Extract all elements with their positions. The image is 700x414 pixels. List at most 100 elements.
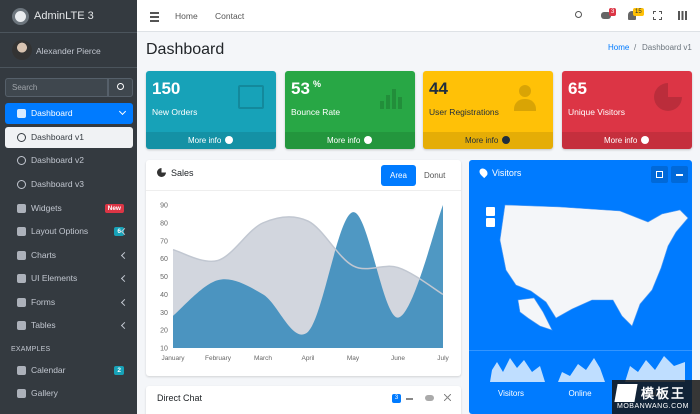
zoom-out[interactable] (486, 218, 495, 227)
small-box-label: New Orders (152, 107, 198, 117)
card-divider (146, 190, 461, 191)
small-box-footer[interactable]: More info (562, 132, 692, 149)
small-box-value: 150 (152, 79, 181, 98)
icon-bag (238, 85, 264, 109)
small-box-value: 53 (291, 79, 310, 98)
fullscreen-icon[interactable] (653, 11, 662, 20)
chat-card (146, 386, 461, 414)
nav-label: Charts (31, 250, 57, 260)
sales-title: Sales (171, 168, 194, 178)
messages-badge: 3 (609, 8, 617, 16)
zoom-in[interactable] (486, 207, 495, 216)
nav-icon (17, 156, 26, 165)
search-icon[interactable] (575, 11, 582, 18)
breadcrumb-current: Dashboard v1 (642, 43, 692, 52)
nav-badge: 2 (114, 366, 124, 375)
control-sidebar-icon[interactable] (678, 11, 687, 20)
small-box-value: 65 (568, 79, 587, 98)
visitors-title: Visitors (492, 168, 522, 178)
nav-icon (17, 133, 26, 142)
small-box-footer-text: More info (327, 136, 361, 145)
small-box-footer[interactable]: More info (285, 132, 415, 149)
watermark-title: 模板王 (641, 386, 687, 401)
chat-badge: 3 (392, 394, 401, 403)
small-box-footer-text: More info (465, 136, 499, 145)
small-box-footer-text: More info (188, 136, 222, 145)
hamburger-line (150, 16, 159, 18)
search-input[interactable] (5, 78, 108, 97)
divider (0, 32, 137, 33)
nav-icon (17, 274, 26, 283)
comments-icon[interactable] (425, 395, 434, 401)
calendar-button[interactable] (651, 166, 668, 183)
messages-icon[interactable] (601, 12, 611, 19)
nav-label: Layout Options (31, 226, 89, 236)
nav-label: Dashboard (31, 108, 73, 118)
pie-icon (157, 168, 166, 177)
visitors-card (469, 160, 692, 414)
nav-label: Gallery (31, 388, 58, 398)
calendar-icon (656, 171, 663, 178)
arrow-circle-icon (502, 136, 510, 144)
icon-pie (654, 83, 682, 111)
user-name[interactable]: Alexander Pierce (36, 46, 101, 56)
close-icon[interactable] (444, 394, 451, 401)
minus-icon[interactable] (406, 398, 413, 400)
small-box-value: 44 (429, 79, 448, 98)
breadcrumb-link[interactable]: Home (608, 43, 630, 52)
small-box: 44 User Registrations More info (423, 71, 553, 149)
sales-card (146, 160, 461, 376)
small-box: 53% Bounce Rate More info (285, 71, 415, 149)
hamburger-line (150, 20, 159, 22)
brand-text[interactable]: AdminLTE 3 (34, 10, 94, 22)
user-avatar (12, 40, 32, 60)
breadcrumb-separator: / (634, 43, 637, 52)
small-box-unit: % (313, 79, 322, 89)
small-box-footer-text: More info (604, 136, 638, 145)
sparkline-label: Visitors (497, 389, 525, 398)
nav-icon (17, 251, 26, 260)
search-button[interactable] (108, 78, 133, 97)
icon-bar (392, 89, 396, 109)
spark-divider (469, 350, 692, 351)
small-box-footer[interactable]: More info (146, 132, 276, 149)
search-placeholder: Search (12, 83, 38, 92)
brand-logo (12, 8, 29, 25)
tab-label[interactable]: Donut (424, 171, 446, 180)
watermark-url: MOBANWANG.COM (617, 403, 689, 410)
nav-link[interactable]: Home (175, 11, 198, 21)
minus-icon (676, 174, 683, 176)
nav-icon (17, 321, 26, 330)
nav-icon (17, 204, 26, 213)
small-box-label: Unique Visitors (568, 107, 626, 117)
page-title: Dashboard (146, 41, 225, 58)
divider (0, 67, 137, 68)
sparkline-label: Online (568, 389, 592, 398)
nav-label: Dashboard v1 (31, 132, 84, 142)
nav-label: UI Elements (31, 273, 78, 283)
icon-bar (386, 95, 390, 109)
nav-icon (17, 298, 26, 307)
nav-link[interactable]: Contact (215, 11, 245, 21)
nav-label: Tables (31, 320, 56, 330)
hamburger-line (150, 12, 159, 14)
nav-item[interactable] (5, 103, 133, 124)
nav-item[interactable] (5, 127, 133, 148)
arrow-circle-icon (364, 136, 372, 144)
bell-icon[interactable] (628, 11, 636, 20)
tab-active[interactable] (381, 165, 416, 186)
small-box-label: Bounce Rate (291, 107, 341, 117)
search-icon (117, 83, 124, 90)
nav-icon (17, 109, 26, 118)
nav-label: Dashboard v2 (31, 155, 84, 165)
icon-body (514, 99, 536, 111)
nav-label: Dashboard v3 (31, 179, 84, 189)
nav-label: Forms (31, 297, 56, 307)
chat-title: Direct Chat (157, 393, 203, 403)
nav-label: Calendar (31, 365, 66, 375)
nav-icon (17, 366, 26, 375)
tab-label: Area (390, 171, 407, 180)
nav-badge: New (104, 204, 124, 213)
small-box-footer[interactable]: More info (423, 132, 553, 149)
